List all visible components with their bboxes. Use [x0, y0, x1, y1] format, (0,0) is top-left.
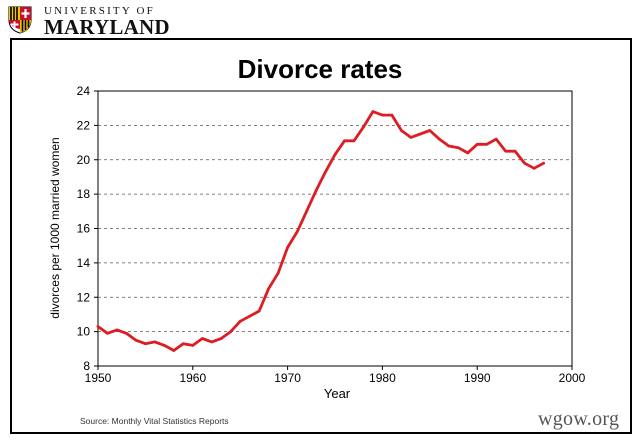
y-tick-label-20: 20 [77, 153, 91, 167]
y-tick-label-8: 8 [83, 359, 90, 373]
data-point-1996 [532, 167, 536, 170]
data-point-1956 [153, 340, 157, 344]
y-tick-label-24: 24 [77, 84, 91, 98]
data-point-1984 [419, 132, 422, 136]
data-point-1955 [144, 342, 147, 345]
data-point-1986 [437, 137, 441, 141]
data-point-1965 [238, 320, 242, 323]
data-point-1971 [295, 230, 299, 234]
data-point-1969 [276, 271, 280, 275]
maryland-flag-shield-icon [8, 6, 32, 34]
data-point-1980 [381, 113, 384, 117]
x-tick-label-1960: 1960 [179, 371, 206, 385]
chart-frame [10, 38, 632, 434]
data-point-1983 [409, 136, 413, 139]
logo-top-text: UNIVERSITY OF [44, 5, 155, 17]
y-axis-label: divorces per 1000 married women [48, 137, 62, 318]
data-point-1970 [286, 246, 289, 249]
x-tick-label-1990: 1990 [464, 371, 491, 385]
data-point-1992 [494, 137, 498, 141]
y-tick-label-14: 14 [77, 256, 91, 270]
data-point-1981 [390, 113, 394, 117]
chart-title: Divorce rates [238, 54, 403, 84]
data-point-1995 [523, 161, 526, 165]
data-point-1978 [362, 125, 365, 129]
data-point-1968 [267, 287, 270, 290]
x-tick-label-1950: 1950 [85, 371, 112, 385]
data-points [96, 110, 545, 352]
data-point-1976 [343, 139, 346, 143]
source-note: Source: Monthly Vital Statistics Reports [80, 416, 229, 426]
data-point-1962 [210, 340, 214, 344]
university-logo: UNIVERSITY OF MARYLAND [8, 4, 178, 39]
plot-area: 8 10 12 14 16 18 20 22 24 1950 1960 1970 1980 1990 20… [77, 84, 586, 385]
data-point-1952 [115, 328, 119, 332]
y-tick-label-16: 16 [77, 222, 91, 236]
data-point-1973 [314, 189, 318, 192]
data-point-1951 [106, 332, 109, 335]
y-tick-label-18: 18 [77, 187, 91, 201]
data-point-1985 [428, 129, 432, 132]
data-point-1958 [172, 349, 176, 352]
data-point-1990 [475, 142, 479, 146]
data-point-1975 [333, 153, 337, 156]
data-point-1957 [163, 344, 166, 347]
data-point-1982 [400, 129, 403, 132]
watermark: wgow.org [538, 408, 620, 430]
data-point-1961 [200, 337, 204, 340]
x-tick-label-1970: 1970 [274, 371, 301, 385]
data-point-1964 [229, 330, 233, 333]
data-point-1959 [182, 342, 185, 345]
data-point-1993 [504, 149, 507, 153]
data-point-1960 [191, 344, 195, 347]
data-point-1987 [447, 144, 451, 148]
data-point-1988 [456, 146, 460, 150]
data-point-1977 [352, 139, 356, 143]
data-point-1966 [248, 314, 251, 318]
data-point-1967 [257, 309, 261, 313]
x-axis-label: Year [324, 386, 351, 401]
x-tick-label-1980: 1980 [369, 371, 396, 385]
data-point-1972 [305, 210, 308, 213]
series-line [96, 110, 545, 352]
y-axis-ticks: 8 10 12 14 16 18 20 22 24 [77, 84, 98, 373]
y-tick-label-22: 22 [77, 118, 91, 132]
y-tick-label-10: 10 [77, 325, 91, 339]
data-point-1954 [134, 338, 138, 342]
data-point-1963 [219, 337, 223, 340]
data-point-1950 [96, 325, 100, 328]
data-point-1974 [324, 170, 327, 174]
data-point-1991 [485, 142, 488, 146]
data-point-1997 [542, 161, 545, 165]
x-axis-ticks: 1950 1960 1970 1980 1990 2000 [85, 366, 586, 385]
data-point-1953 [125, 332, 128, 335]
grid-lines [98, 124, 572, 333]
logo-bottom-text: MARYLAND [44, 15, 170, 39]
data-point-1989 [466, 151, 470, 155]
y-tick-label-12: 12 [77, 290, 91, 304]
data-point-1994 [513, 149, 517, 153]
data-point-1979 [371, 110, 375, 113]
x-tick-label-2000: 2000 [559, 371, 586, 385]
